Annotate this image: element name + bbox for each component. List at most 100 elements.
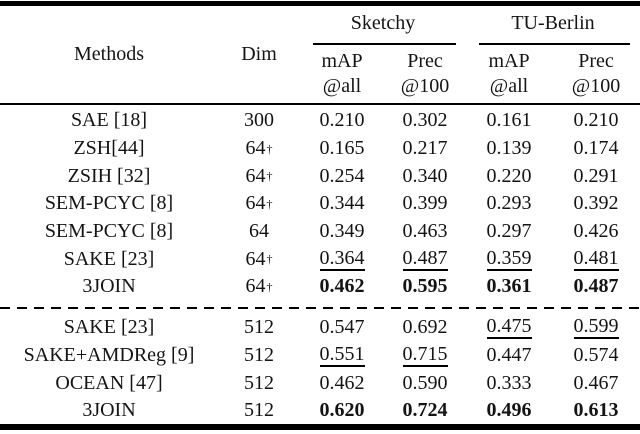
value-cell: 0.359 — [466, 245, 552, 273]
value-cell: 0.364 — [300, 245, 384, 273]
value-cell: 0.333 — [486, 371, 532, 394]
value-cell: 0.210 — [319, 109, 365, 132]
dim-cell: 64 † — [245, 192, 273, 215]
value-cell: 0.447 — [486, 343, 532, 366]
subheader-tu-prec-at: @100 — [571, 75, 621, 97]
group-header-label: Sketchy — [350, 12, 416, 34]
value-cell: 0.463 — [402, 220, 448, 243]
sketchy-cmidrule — [313, 43, 456, 45]
value-cell: 0.139 — [486, 137, 532, 160]
method-cell: SAKE [23] — [63, 316, 155, 339]
dashed-separator — [0, 306, 640, 309]
value-cell: 0.620 — [319, 399, 365, 422]
value-cell: 0.481 — [552, 245, 640, 273]
value-cell: 0.692 — [402, 316, 448, 339]
value-cell: 0.613 — [573, 399, 619, 422]
value-cell: 0.426 — [573, 220, 619, 243]
method-cell: SEM-PCYC [8] — [44, 192, 174, 215]
value-cell: 0.165 — [319, 137, 365, 160]
dim-cell: 512 — [244, 371, 274, 394]
method-cell: 3JOIN — [82, 399, 136, 422]
underlined-value: 0.599 — [573, 316, 619, 340]
value-cell: 0.399 — [402, 192, 448, 215]
value-cell: 0.161 — [486, 109, 532, 132]
value-cell: 0.551 — [300, 342, 384, 370]
underlined-value: 0.715 — [402, 343, 448, 368]
method-cell: SAKE [23] — [63, 247, 155, 270]
value-cell: 0.392 — [573, 192, 619, 215]
group-header-label: TU-Berlin — [511, 12, 595, 34]
dim-cell: 64 † — [245, 275, 273, 298]
value-cell: 0.462 — [319, 275, 365, 298]
method-cell: OCEAN [47] — [55, 371, 163, 394]
value-cell: 0.487 — [573, 275, 619, 298]
dim-cell: 512 — [244, 399, 274, 422]
value-cell: 0.293 — [486, 192, 532, 215]
method-cell: SAE [18] — [70, 109, 148, 132]
dim-cell: 64 † — [245, 247, 273, 270]
dim-column-header: Dim — [241, 43, 277, 65]
subheader-tu-prec: Prec — [578, 50, 614, 72]
dim-cell: 512 — [244, 343, 274, 366]
subheader-sketchy-prec: Prec — [407, 50, 443, 72]
method-cell: ZSIH [32] — [67, 164, 151, 187]
value-cell: 0.254 — [319, 164, 365, 187]
table-top-rule — [0, 1, 640, 6]
value-cell: 0.297 — [486, 220, 532, 243]
value-cell: 0.462 — [319, 371, 365, 394]
underlined-value: 0.359 — [486, 247, 532, 271]
underlined-value: 0.487 — [402, 247, 448, 271]
value-cell: 0.724 — [402, 399, 448, 422]
table-row: 3JOIN 512 0.620 0.724 0.496 0.613 — [0, 397, 640, 425]
underlined-value: 0.551 — [319, 343, 365, 368]
value-cell: 0.174 — [573, 137, 619, 160]
value-cell: 0.547 — [319, 316, 365, 339]
value-cell: 0.220 — [486, 164, 532, 187]
method-cell: ZSH[44] — [73, 137, 145, 160]
value-cell: 0.210 — [573, 109, 619, 132]
underlined-value: 0.364 — [319, 247, 365, 271]
dim-cell: 300 — [244, 109, 274, 132]
table-header: Methods Dim Sketchy TU-Berlin mAP Prec m… — [0, 6, 640, 103]
value-cell: 0.349 — [319, 220, 365, 243]
table-row: SAKE [23] 512 0.547 0.692 0.475 0.599 — [0, 314, 640, 342]
value-cell: 0.344 — [319, 192, 365, 215]
table-row: SEM-PCYC [8] 64 † 0.344 0.399 0.293 0.392 — [0, 190, 640, 218]
value-cell: 0.291 — [573, 164, 619, 187]
value-cell: 0.302 — [402, 109, 448, 132]
value-cell: 0.217 — [402, 137, 448, 160]
value-cell: 0.340 — [402, 164, 448, 187]
value-cell: 0.574 — [573, 343, 619, 366]
value-cell: 0.475 — [466, 314, 552, 342]
table-row: OCEAN [47] 512 0.462 0.590 0.333 0.467 — [0, 369, 640, 397]
tu-berlin-cmidrule — [479, 43, 630, 45]
table-row: 3JOIN 64 † 0.462 0.595 0.361 0.487 — [0, 273, 640, 301]
table-body: SAE [18] 300 0.210 0.302 0.161 0.210 ZSH[44] 64… — [0, 105, 640, 425]
table-row: SAKE [23] 64 † 0.364 0.487 0.359 0.481 — [0, 245, 640, 273]
methods-column-header: Methods — [74, 43, 144, 65]
dim-cell: 64 — [249, 220, 269, 243]
value-cell: 0.496 — [486, 399, 532, 422]
subheader-sketchy-map-at: @all — [322, 75, 362, 97]
table-bottom-rule — [0, 424, 640, 430]
header-rule — [0, 103, 640, 105]
underlined-value: 0.475 — [486, 316, 532, 340]
value-cell: 0.599 — [552, 314, 640, 342]
method-cell: SAKE+AMDReg [9] — [23, 343, 195, 366]
value-cell: 0.715 — [384, 342, 466, 370]
subheader-sketchy-map: mAP — [321, 50, 363, 72]
table-row: ZSH[44] 64 † 0.165 0.217 0.139 0.174 — [0, 135, 640, 163]
dim-cell: 64 † — [245, 164, 273, 187]
subheader-tu-map: mAP — [488, 50, 530, 72]
dim-cell: 64 † — [245, 137, 273, 160]
table-row: ZSIH [32] 64 † 0.254 0.340 0.220 0.291 — [0, 162, 640, 190]
table-row: SEM-PCYC [8] 64 0.349 0.463 0.297 0.426 — [0, 218, 640, 246]
table-row: SAE [18] 300 0.210 0.302 0.161 0.210 — [0, 107, 640, 135]
table-row: SAKE+AMDReg [9] 512 0.551 0.715 0.447 0.574 — [0, 342, 640, 370]
group-header-sketchy: Sketchy — [300, 6, 466, 45]
group-header-tu-berlin: TU-Berlin — [466, 6, 640, 45]
method-cell: SEM-PCYC [8] — [44, 220, 174, 243]
dim-cell: 512 — [244, 316, 274, 339]
value-cell: 0.590 — [402, 371, 448, 394]
